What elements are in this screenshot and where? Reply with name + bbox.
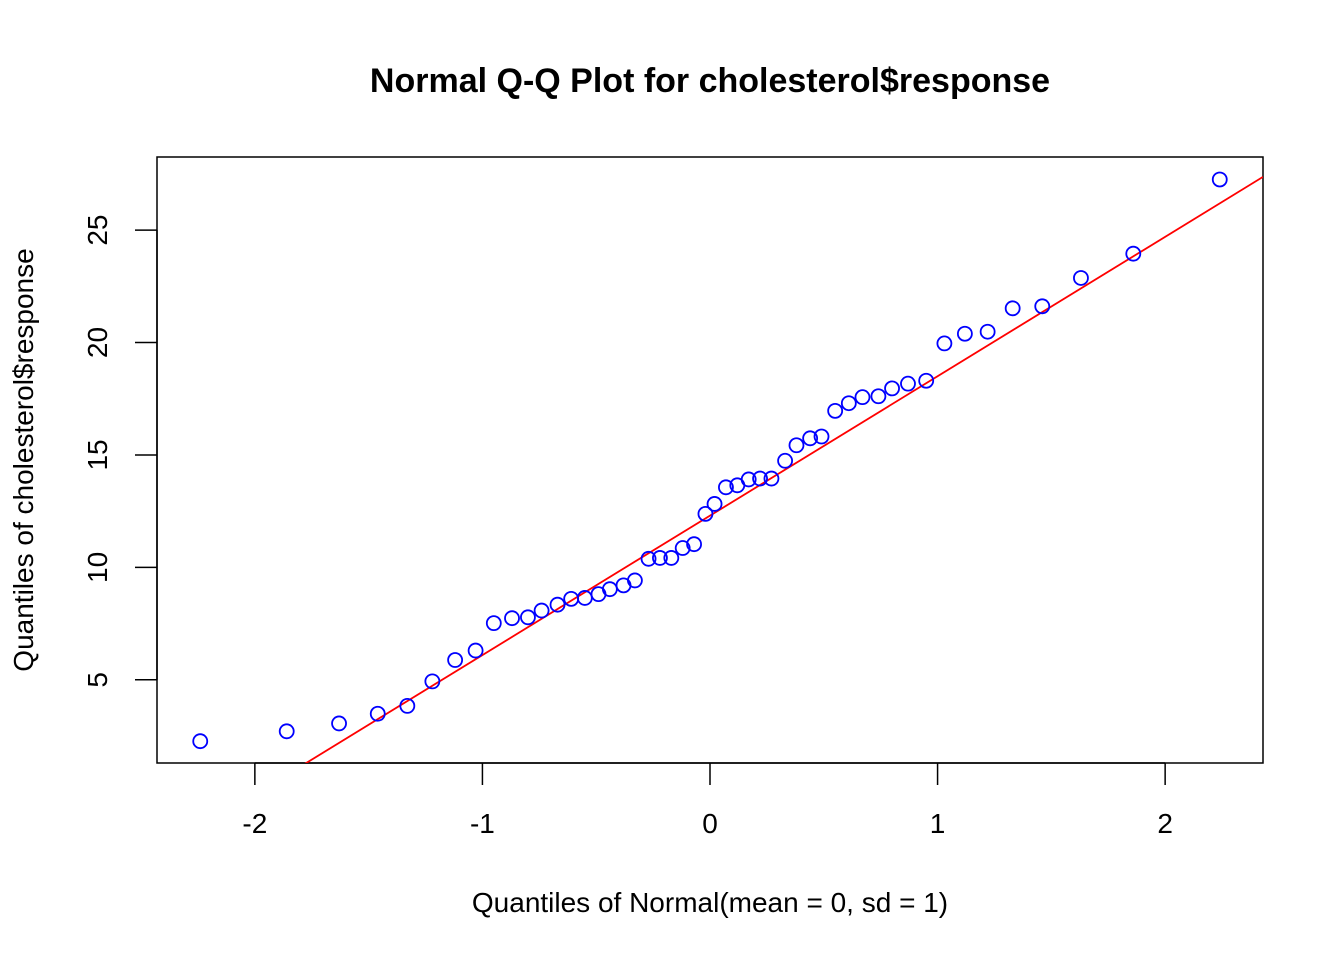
plot-frame — [156, 156, 1264, 764]
y-tick-label: 10 — [82, 552, 113, 583]
qq-point — [278, 723, 295, 740]
qq-point — [663, 550, 680, 566]
qq-point — [1004, 300, 1021, 317]
qq-point — [706, 496, 723, 512]
x-tick-label: 0 — [702, 808, 718, 839]
qq-point — [627, 572, 643, 589]
qq-point — [533, 602, 550, 619]
qq-reference-line — [304, 176, 1263, 763]
y-axis: 5 10 15 20 25 — [82, 215, 158, 688]
qq-point — [788, 437, 805, 454]
qq-point — [192, 733, 209, 750]
qq-point — [718, 479, 734, 496]
qq-point — [827, 402, 844, 419]
qq-point — [563, 590, 580, 607]
qq-point — [802, 430, 819, 447]
x-tick-label: -2 — [242, 808, 267, 839]
qq-point — [936, 335, 953, 352]
qq-point — [674, 540, 691, 556]
qq-point — [549, 596, 566, 613]
chart-title: Normal Q-Q Plot for cholesterol$response — [370, 62, 1050, 100]
y-tick-label: 15 — [82, 439, 113, 470]
qq-point — [640, 550, 657, 567]
y-axis-label: Quantiles of cholesterol$response — [8, 248, 39, 671]
qq-point — [485, 615, 502, 632]
reference-line-group — [304, 176, 1263, 763]
qq-point — [369, 705, 386, 722]
qq-point — [752, 470, 768, 487]
qq-point — [1034, 298, 1051, 315]
qq-point — [900, 375, 916, 392]
qq-point — [918, 372, 935, 389]
qq-point — [424, 673, 441, 690]
qq-point — [467, 642, 484, 659]
qq-point — [870, 388, 887, 405]
qq-point — [884, 380, 900, 397]
qq-point — [686, 536, 702, 553]
qq-point — [763, 470, 780, 487]
x-tick-label: -1 — [470, 808, 495, 839]
qq-point — [979, 323, 996, 340]
y-tick-label: 20 — [82, 327, 113, 358]
qq-point — [1073, 270, 1089, 286]
qq-point — [601, 581, 618, 598]
qq-point — [331, 715, 347, 732]
qq-point — [447, 652, 464, 668]
y-tick-label: 25 — [82, 215, 113, 246]
qq-point — [399, 697, 416, 714]
qq-point — [1125, 245, 1142, 262]
qq-point — [1211, 171, 1228, 188]
x-tick-label: 1 — [930, 808, 946, 839]
qq-point — [840, 395, 857, 412]
qq-point — [854, 389, 871, 406]
qq-point — [697, 505, 714, 522]
qq-point — [520, 609, 536, 626]
x-axis: -2 -1 0 1 2 — [242, 762, 1173, 839]
qq-point — [777, 452, 793, 469]
x-tick-label: 2 — [1157, 808, 1173, 839]
qq-point — [652, 550, 668, 566]
qq-point — [740, 471, 757, 488]
y-tick-label: 5 — [82, 672, 113, 688]
x-axis-label: Quantiles of Normal(mean = 0, sd = 1) — [472, 887, 948, 918]
qq-point — [813, 428, 830, 445]
points-group — [192, 171, 1228, 750]
qq-point — [504, 610, 520, 627]
qq-point — [956, 325, 973, 342]
